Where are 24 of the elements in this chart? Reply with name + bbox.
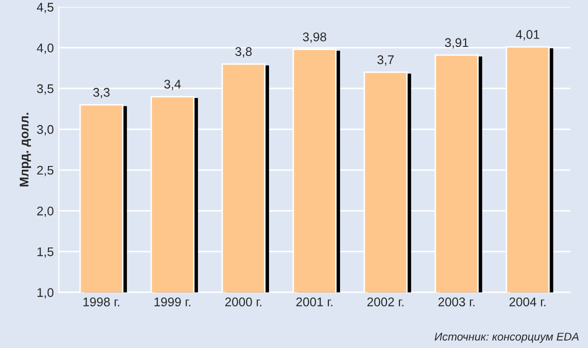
y-axis-title: Млрд. долл. bbox=[20, 112, 32, 186]
text: Источник: консорциум EDA bbox=[434, 332, 579, 343]
y-tick-label: 3,0 bbox=[37, 125, 54, 136]
y-tick-label: 4,0 bbox=[36, 44, 54, 54]
data-label: 3,91 bbox=[444, 38, 468, 49]
x-tick-label: 2002 г. bbox=[367, 298, 404, 306]
y-tick-label: 1,0 bbox=[38, 288, 54, 298]
x-tick-label: 1999 г. bbox=[154, 298, 190, 306]
y-tick-label: 3,5 bbox=[37, 84, 54, 95]
x-tick-label: 1998 г. bbox=[83, 298, 120, 306]
data-label: 3,98 bbox=[302, 32, 326, 43]
y-tick-label: 4,5 bbox=[36, 2, 54, 14]
y-tick-label: 2,0 bbox=[37, 206, 54, 217]
data-label: 4,01 bbox=[516, 30, 540, 40]
x-tick-label: 2001 г. bbox=[296, 298, 332, 306]
data-label: 3,4 bbox=[164, 80, 181, 90]
x-tick-label: 2004 г. bbox=[509, 298, 546, 306]
x-tick-label: 2000 г. bbox=[225, 298, 262, 306]
data-label: 3,3 bbox=[93, 88, 110, 98]
data-label: 3,7 bbox=[377, 55, 394, 66]
y-tick-label: 1,5 bbox=[38, 247, 54, 258]
data-label: 3,8 bbox=[235, 47, 252, 58]
y-tick-label: 2,5 bbox=[37, 166, 54, 176]
x-tick-label: 2003 г. bbox=[438, 298, 474, 306]
